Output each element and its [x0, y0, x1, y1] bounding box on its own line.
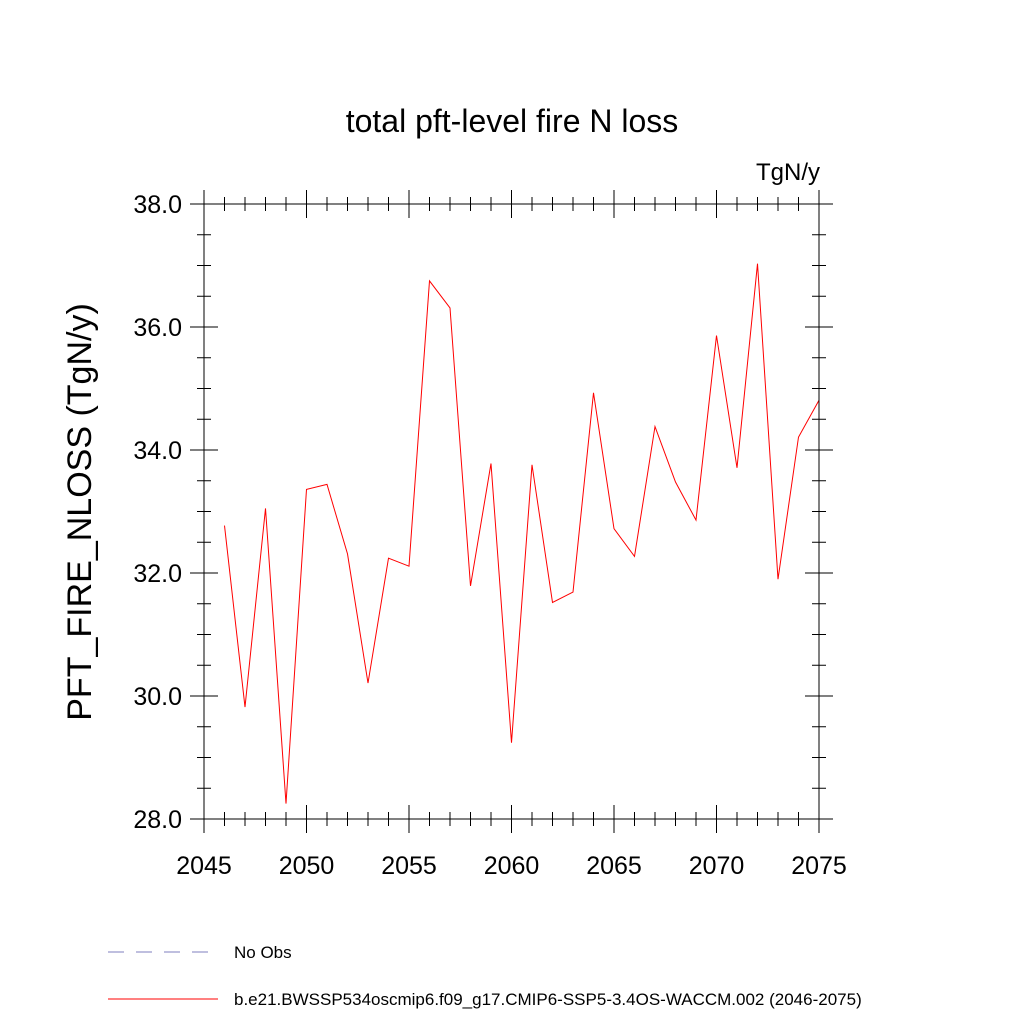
- y-axis-label: PFT_FIRE_NLOSS (TgN/y): [61, 303, 99, 721]
- y-tick-label: 30.0: [133, 683, 182, 711]
- data-point: [448, 305, 453, 310]
- data-point: [550, 600, 555, 605]
- data-point: [755, 261, 760, 266]
- series-layer: [222, 261, 820, 806]
- data-point: [571, 590, 576, 595]
- legend: No Obs b.e21.BWSSP534oscmip6.f09_g17.CMI…: [108, 943, 862, 1009]
- x-tick-label: 2070: [689, 852, 745, 880]
- data-point: [612, 526, 617, 531]
- x-tick-label: 2055: [381, 852, 437, 880]
- data-point: [509, 740, 514, 745]
- x-tick-label: 2065: [586, 852, 642, 880]
- plot-frame: [203, 203, 820, 820]
- data-point: [714, 333, 719, 338]
- data-point: [304, 487, 309, 492]
- y-tick-label: 34.0: [133, 437, 182, 465]
- data-point: [653, 424, 658, 429]
- data-point: [222, 523, 227, 528]
- data-point: [530, 462, 535, 467]
- data-point: [284, 801, 289, 806]
- x-tick-label: 2060: [484, 852, 540, 880]
- x-tick-label: 2075: [791, 852, 847, 880]
- data-point: [427, 278, 432, 283]
- x-tick-label: 2050: [279, 852, 335, 880]
- data-point: [325, 482, 330, 487]
- y-tick-label: 36.0: [133, 314, 182, 342]
- legend-label-no-obs: No Obs: [234, 943, 292, 962]
- data-point: [243, 705, 248, 710]
- data-point: [776, 577, 781, 582]
- data-point: [591, 390, 596, 395]
- data-point: [694, 518, 699, 523]
- y-tick-labels: 28.0 30.0 32.0 34.0 36.0 38.0: [133, 191, 182, 834]
- series-line: [224, 263, 820, 804]
- data-point: [632, 554, 637, 559]
- chart-title: total pft-level fire N loss: [346, 103, 679, 139]
- data-point: [366, 681, 371, 686]
- units-label: TgN/y: [756, 159, 820, 186]
- data-point: [407, 564, 412, 569]
- data-point: [796, 435, 801, 440]
- y-tick-label: 32.0: [133, 560, 182, 588]
- data-point: [673, 479, 678, 484]
- y-tick-label: 28.0: [133, 806, 182, 834]
- x-tick-label: 2045: [176, 852, 232, 880]
- legend-label-model-run: b.e21.BWSSP534oscmip6.f09_g17.CMIP6-SSP5…: [234, 990, 862, 1009]
- data-point: [489, 461, 494, 466]
- data-point: [345, 551, 350, 556]
- data-point: [735, 465, 740, 470]
- x-tick-labels: 2045 2050 2055 2060 2065 2070 2075: [176, 852, 847, 880]
- data-point: [386, 556, 391, 561]
- data-point: [263, 506, 268, 511]
- y-tick-label: 38.0: [133, 191, 182, 219]
- data-point: [468, 583, 473, 588]
